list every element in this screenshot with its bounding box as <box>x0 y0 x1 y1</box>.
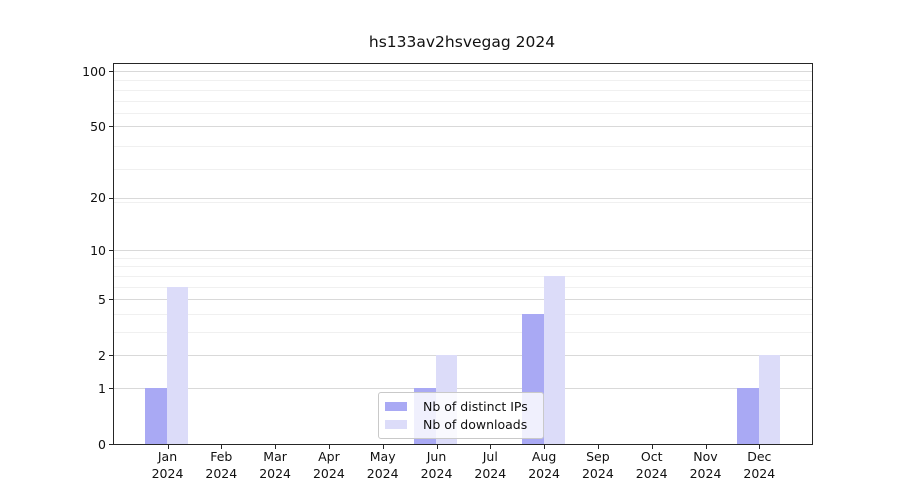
x-tick-month: Feb <box>210 449 233 464</box>
x-tick-label: Nov 2024 <box>674 448 738 482</box>
y-tick-mark <box>109 250 113 252</box>
gridline-minor <box>114 145 812 147</box>
gridline-minor <box>114 313 812 315</box>
x-tick-mark <box>490 445 492 449</box>
legend-swatch-distinct-ips <box>385 402 407 411</box>
legend-label-downloads: Nb of downloads <box>423 417 528 432</box>
x-tick-month: Jan <box>157 449 178 464</box>
x-tick-mark <box>705 445 707 449</box>
gridline-minor <box>114 100 812 102</box>
gridline-major <box>114 299 812 301</box>
x-tick-label: May 2024 <box>351 448 415 482</box>
gridline-minor <box>114 275 812 277</box>
x-tick-mark <box>597 445 599 449</box>
y-tick-label: 10 <box>90 242 106 258</box>
y-tick-label: 2 <box>98 347 106 363</box>
gridline-minor <box>114 201 812 203</box>
legend-swatch-downloads <box>385 420 407 429</box>
bar-downloads <box>543 275 565 444</box>
bar-downloads <box>167 286 188 444</box>
x-tick-label: Apr 2024 <box>297 448 361 482</box>
y-tick-label: 20 <box>90 190 106 206</box>
x-tick-month: May <box>369 449 396 464</box>
x-tick-mark <box>436 445 438 449</box>
legend-label-distinct-ips: Nb of distinct IPs <box>423 399 528 414</box>
x-tick-mark <box>382 445 384 449</box>
legend-row-distinct-ips: Nb of distinct IPs <box>385 399 537 414</box>
gridline-minor <box>114 257 812 259</box>
x-tick-mark <box>651 445 653 449</box>
legend: Nb of distinct IPs Nb of downloads <box>378 392 544 439</box>
x-tick-year: 2024 <box>635 466 668 481</box>
gridline-major <box>114 355 812 357</box>
x-tick-year: 2024 <box>205 466 238 481</box>
bar-distinct-ips <box>145 388 167 444</box>
x-tick-month: Nov <box>693 449 718 464</box>
y-tick-label: 0 <box>98 436 106 452</box>
chart-title: hs133av2hsvegag 2024 <box>368 33 556 51</box>
x-tick-label: Mar 2024 <box>243 448 307 482</box>
x-tick-year: 2024 <box>151 466 184 481</box>
x-tick-label: Feb 2024 <box>189 448 253 482</box>
x-tick-month: Jul <box>482 449 498 464</box>
y-tick-mark <box>109 388 113 389</box>
y-tick-mark <box>109 355 113 357</box>
x-tick-mark <box>544 445 546 449</box>
plot-area: 0 1 2 5 10 20 50 100 Jan 2024 Feb 2024 Mar 2024 Apr 202… <box>82 63 813 481</box>
x-tick-label: Oct 2024 <box>620 448 684 482</box>
x-tick-year: 2024 <box>528 466 560 481</box>
x-tick-month: Mar <box>263 449 287 464</box>
x-tick-month: Dec <box>747 449 772 464</box>
y-tick-label: 50 <box>90 118 106 134</box>
gridline-major <box>114 388 812 389</box>
legend-row-downloads: Nb of downloads <box>385 417 537 432</box>
x-tick-month: Oct <box>640 449 663 464</box>
gridline-major <box>114 250 812 252</box>
gridline-minor <box>114 266 812 268</box>
x-tick-year: 2024 <box>312 466 345 481</box>
x-tick-label: Aug 2024 <box>512 448 576 482</box>
x-tick-year: 2024 <box>420 466 453 481</box>
x-tick-mark <box>221 445 223 449</box>
gridline-major <box>114 197 812 199</box>
y-tick-mark <box>109 299 113 301</box>
gridline-minor <box>114 113 812 115</box>
y-tick-label: 100 <box>82 63 106 79</box>
x-tick-mark <box>759 445 761 449</box>
x-tick-month: Aug <box>531 449 557 464</box>
x-tick-mark <box>275 445 277 449</box>
y-tick-mark <box>109 126 113 128</box>
x-tick-label: Dec 2024 <box>727 448 791 482</box>
x-tick-year: 2024 <box>259 466 291 481</box>
y-tick-mark <box>109 444 113 445</box>
bar-distinct-ips <box>736 388 759 444</box>
x-tick-label: Jul 2024 <box>458 448 522 482</box>
x-tick-mark <box>167 445 169 449</box>
x-tick-label: Jan 2024 <box>136 448 200 482</box>
gridline-major <box>114 126 812 128</box>
x-tick-month: Jun <box>426 449 447 464</box>
x-tick-year: 2024 <box>743 466 776 481</box>
x-tick-year: 2024 <box>689 466 722 481</box>
x-tick-year: 2024 <box>474 466 507 481</box>
x-tick-month: Sep <box>586 449 610 464</box>
gridline-minor <box>114 80 812 82</box>
x-tick-month: Apr <box>318 449 340 464</box>
x-tick-label: Sep 2024 <box>566 448 630 482</box>
gridline-minor <box>114 169 812 171</box>
gridline-major <box>114 71 812 72</box>
y-tick-label: 1 <box>98 380 106 396</box>
x-tick-year: 2024 <box>581 466 614 481</box>
gridline-minor <box>114 89 812 91</box>
gridline-minor <box>114 286 812 288</box>
y-tick-mark <box>109 197 113 199</box>
x-tick-label: Jun 2024 <box>405 448 469 482</box>
x-tick-year: 2024 <box>366 466 399 481</box>
bar-downloads <box>758 355 780 444</box>
x-tick-mark <box>328 445 330 449</box>
gridline-minor <box>114 332 812 333</box>
y-tick-label: 5 <box>98 291 106 307</box>
y-tick-mark <box>109 71 113 72</box>
